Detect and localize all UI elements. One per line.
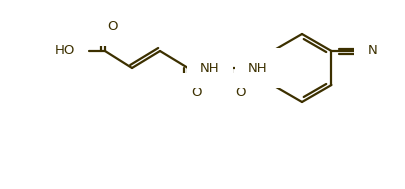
Text: O: O	[108, 19, 118, 33]
Text: N: N	[367, 44, 377, 57]
Text: HO: HO	[55, 44, 75, 57]
Text: NH: NH	[200, 61, 220, 74]
Text: O: O	[191, 87, 201, 99]
Text: NH: NH	[248, 61, 268, 74]
Text: O: O	[235, 87, 245, 99]
